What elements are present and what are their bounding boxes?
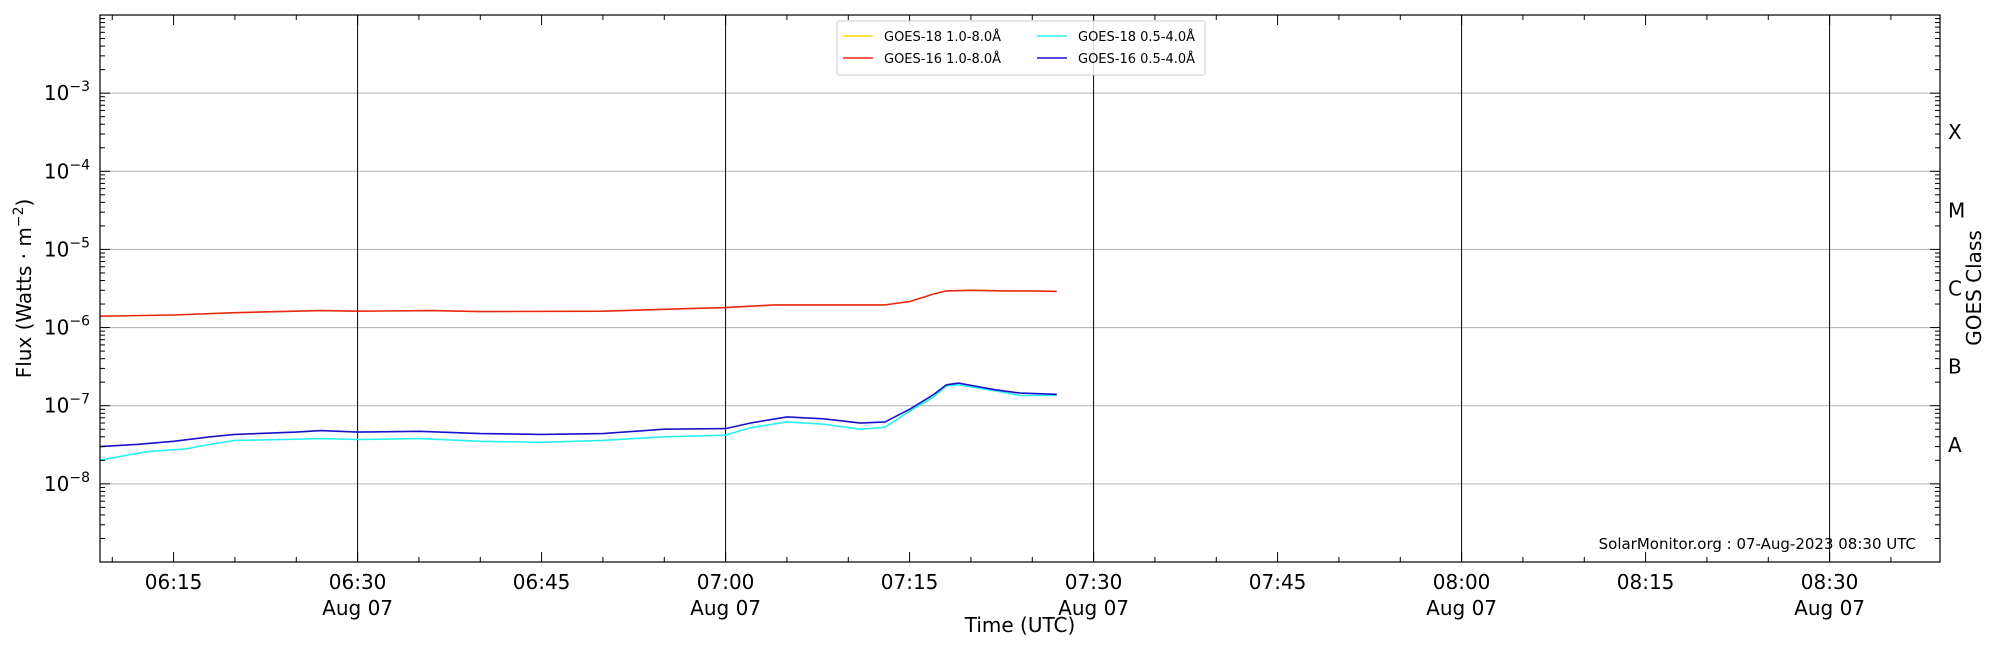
x-tick-date-label: Aug 07	[322, 596, 393, 620]
goes-class-labels: A B C M X	[1948, 120, 1965, 457]
y-tick-label: 10−7	[44, 392, 90, 418]
plot-frame	[99, 14, 1941, 563]
goes-class-a: A	[1948, 433, 1962, 457]
series-line-1	[99, 289, 1057, 317]
x-tick-label: 08:00	[1433, 570, 1491, 594]
x-tick-label: 08:30	[1801, 570, 1859, 594]
x-tick-label: 07:00	[697, 570, 755, 594]
x-tick-date-label: Aug 07	[1794, 596, 1865, 620]
grid-lines	[100, 92, 1940, 485]
x-tick-date-label: Aug 07	[1426, 596, 1497, 620]
y-tick-exponent: −4	[69, 157, 90, 173]
y-tick-base: 10	[44, 81, 69, 105]
goes-class-m: M	[1948, 198, 1965, 222]
y-tick-base: 10	[44, 237, 69, 261]
legend-label-0: GOES-18 1.0-8.0Å	[884, 29, 1001, 45]
y-axis-label: Flux (Watts · m−2)	[11, 199, 36, 379]
y-tick-label: 10−3	[44, 79, 90, 105]
x-tick-label: 07:45	[1249, 570, 1307, 594]
y-tick-exponent: −8	[69, 470, 90, 486]
goes-class-c: C	[1948, 277, 1962, 301]
legend-label-1: GOES-16 1.0-8.0Å	[884, 51, 1001, 67]
x-tick-date-label: Aug 07	[1058, 596, 1129, 620]
y-axis-label-close: )	[12, 199, 36, 207]
series-line-2	[99, 383, 1057, 462]
series-lines	[99, 289, 1057, 462]
y-tick-base: 10	[44, 159, 69, 183]
y-tick-base: 10	[44, 472, 69, 496]
y-tick-exponent: −3	[69, 79, 90, 95]
legend-label-3: GOES-16 0.5-4.0Å	[1078, 51, 1195, 67]
goes-class-x: X	[1948, 120, 1962, 144]
y-axis-label-main: Flux (Watts · m	[12, 227, 36, 378]
credit-text: SolarMonitor.org : 07-Aug-2023 08:30 UTC	[1599, 535, 1916, 553]
x-tick-label: 07:30	[1065, 570, 1123, 594]
y-tick-exponent: −6	[69, 314, 90, 330]
y-tick-base: 10	[44, 316, 69, 340]
y-axis-ticks: 10−810−710−610−510−410−3	[44, 18, 1940, 563]
y-tick-label: 10−4	[44, 157, 90, 183]
day-lines	[357, 15, 1831, 562]
goes-class-b: B	[1948, 355, 1962, 379]
y-tick-exponent: −5	[69, 235, 90, 251]
series-line-3	[99, 382, 1057, 448]
y-tick-base: 10	[44, 394, 69, 418]
y-tick-label: 10−6	[44, 314, 90, 340]
x-tick-label: 08:15	[1617, 570, 1675, 594]
y-tick-exponent: −7	[69, 392, 90, 408]
y-tick-label: 10−5	[44, 235, 90, 261]
x-tick-date-label: Aug 07	[690, 596, 761, 620]
legend: GOES-18 1.0-8.0Å GOES-18 0.5-4.0Å GOES-16 …	[836, 20, 1206, 76]
x-axis-label: Time (UTC)	[964, 613, 1076, 637]
x-tick-label: 06:15	[145, 570, 203, 594]
goes-class-axis-label: GOES Class	[1962, 230, 1986, 346]
legend-label-2: GOES-18 0.5-4.0Å	[1078, 29, 1195, 45]
legend-box	[836, 20, 1206, 76]
x-tick-label: 06:45	[513, 570, 571, 594]
y-tick-label: 10−8	[44, 470, 90, 496]
x-tick-label: 06:30	[329, 570, 387, 594]
x-tick-label: 07:15	[881, 570, 939, 594]
y-axis-label-exponent: −2	[11, 207, 27, 228]
